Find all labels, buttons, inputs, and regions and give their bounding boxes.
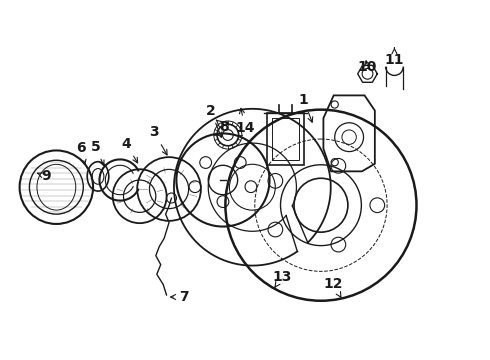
- Bar: [267, 113, 304, 165]
- Bar: [272, 118, 299, 160]
- Text: 14: 14: [235, 108, 255, 135]
- Text: 13: 13: [272, 270, 292, 287]
- Text: 8: 8: [217, 120, 229, 134]
- Text: 7: 7: [171, 290, 189, 304]
- Text: 3: 3: [149, 126, 167, 155]
- Text: 9: 9: [38, 170, 50, 183]
- Text: 2: 2: [206, 104, 222, 138]
- Text: 1: 1: [299, 93, 313, 122]
- Text: 11: 11: [385, 48, 404, 67]
- Text: 4: 4: [122, 137, 138, 163]
- Text: 12: 12: [323, 278, 343, 297]
- Text: 10: 10: [358, 60, 377, 73]
- Text: 5: 5: [91, 140, 104, 166]
- Text: 6: 6: [76, 141, 86, 165]
